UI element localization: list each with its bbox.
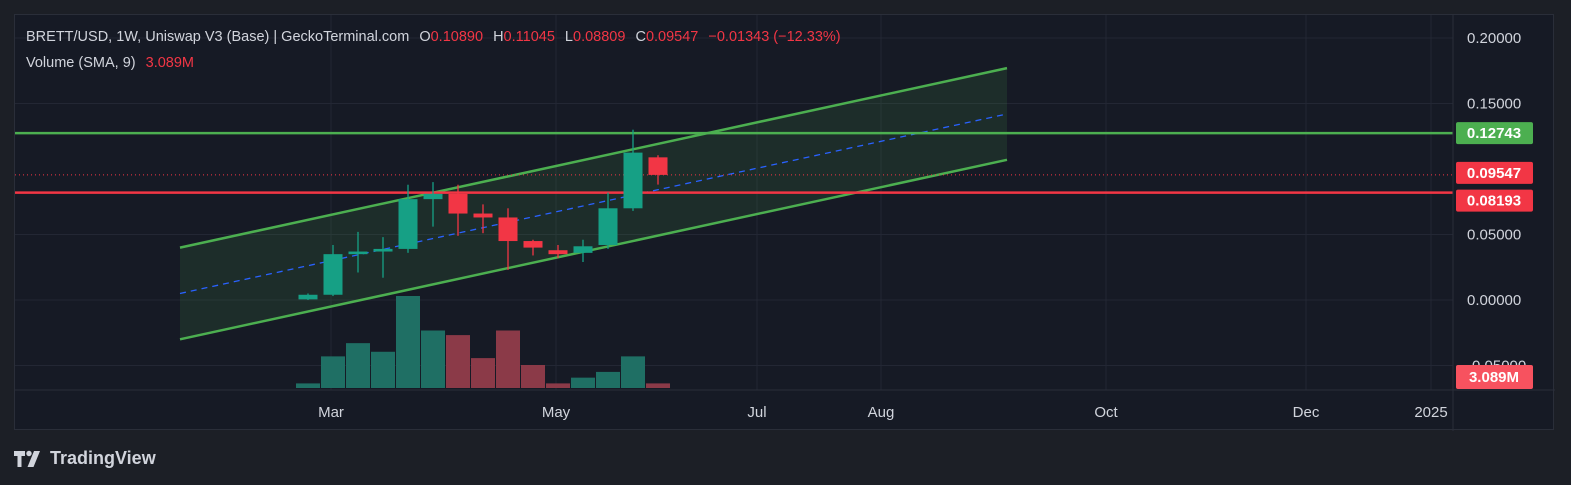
y-tick-label: 0.20000 — [1467, 30, 1521, 47]
symbol-title: BRETT/USD, 1W, Uniswap V3 (Base) | Gecko… — [26, 29, 410, 45]
candle-body — [498, 217, 518, 242]
x-tick-label: May — [542, 404, 571, 421]
volume-bar — [446, 335, 470, 388]
volume-label: Volume (SMA, 9) — [26, 55, 136, 71]
x-tick-label: Mar — [318, 404, 344, 421]
volume-bar — [321, 356, 345, 388]
volume-bar — [346, 343, 370, 388]
channel-midline — [179, 113, 1008, 295]
legend-ohlc: BRETT/USD, 1W, Uniswap V3 (Base) | Gecko… — [26, 29, 841, 45]
candle-body — [448, 193, 468, 214]
open-value: 0.10890 — [430, 29, 484, 45]
candle-body — [473, 213, 493, 218]
candle-body — [398, 199, 418, 249]
x-tick-label: Jul — [747, 404, 766, 421]
candle-body — [298, 294, 318, 300]
tradingview-icon — [14, 450, 40, 467]
price-chart[interactable]: 0.200000.150000.050000.00000-0.05000MarM… — [15, 15, 1555, 431]
volume-bar — [571, 377, 595, 388]
close-value: 0.09547 — [645, 29, 699, 45]
x-tick-label: Oct — [1094, 404, 1118, 421]
volume-bar — [521, 365, 545, 388]
volume-value: 3.089M — [145, 55, 194, 71]
close-label: C — [635, 29, 646, 45]
candle-body — [373, 248, 393, 252]
high-value: 0.11045 — [503, 29, 555, 45]
volume-bar — [596, 371, 620, 388]
support-price-badge: 0.08193 — [1467, 193, 1521, 210]
candle-body — [323, 254, 343, 295]
candle-body — [548, 250, 568, 255]
y-tick-label: 0.00000 — [1467, 292, 1521, 309]
change-value: −0.01343 (−12.33%) — [708, 29, 841, 45]
y-tick-label: 0.05000 — [1467, 227, 1521, 244]
volume-bar — [371, 351, 395, 388]
volume-bar — [396, 296, 420, 388]
candle-body — [623, 152, 643, 209]
channel-lower-line — [179, 158, 1008, 341]
brand-name: TradingView — [50, 448, 156, 468]
candle-body — [423, 193, 443, 200]
x-tick-label: Aug — [868, 404, 895, 421]
open-label: O — [419, 29, 431, 45]
volume-bar — [296, 383, 320, 388]
candle-body — [648, 157, 668, 175]
low-label: L — [564, 29, 573, 45]
last-price-badge: 0.09547 — [1467, 165, 1521, 182]
volume-badge: 3.089M — [1469, 369, 1519, 386]
x-tick-label: Dec — [1293, 404, 1320, 421]
high-label: H — [493, 29, 504, 45]
last-price-badge-bg — [1456, 161, 1533, 184]
support-price-badge-bg — [1456, 189, 1533, 212]
candle-body — [523, 241, 543, 248]
resistance-price-badge: 0.12743 — [1467, 125, 1521, 142]
volume-bar — [646, 383, 670, 388]
candle-body — [348, 251, 368, 255]
volume-bar — [471, 358, 495, 388]
tradingview-logo[interactable]: TradingView — [14, 448, 156, 469]
legend-volume: Volume (SMA, 9) 3.089M — [26, 55, 194, 71]
low-value: 0.08809 — [573, 29, 626, 45]
channel-upper-line — [179, 66, 1008, 249]
volume-bar — [496, 330, 520, 388]
resistance-price-badge-bg — [1456, 122, 1533, 145]
candle-body — [573, 246, 593, 253]
volume-bar — [546, 383, 570, 388]
y-tick-label: 0.15000 — [1467, 96, 1521, 113]
volume-bar — [421, 330, 445, 388]
volume-badge-bg — [1456, 365, 1533, 389]
candle-body — [598, 208, 618, 245]
x-tick-label: 2025 — [1414, 404, 1447, 421]
chart-frame[interactable]: 0.200000.150000.050000.00000-0.05000MarM… — [14, 14, 1555, 431]
volume-bar — [621, 356, 645, 388]
